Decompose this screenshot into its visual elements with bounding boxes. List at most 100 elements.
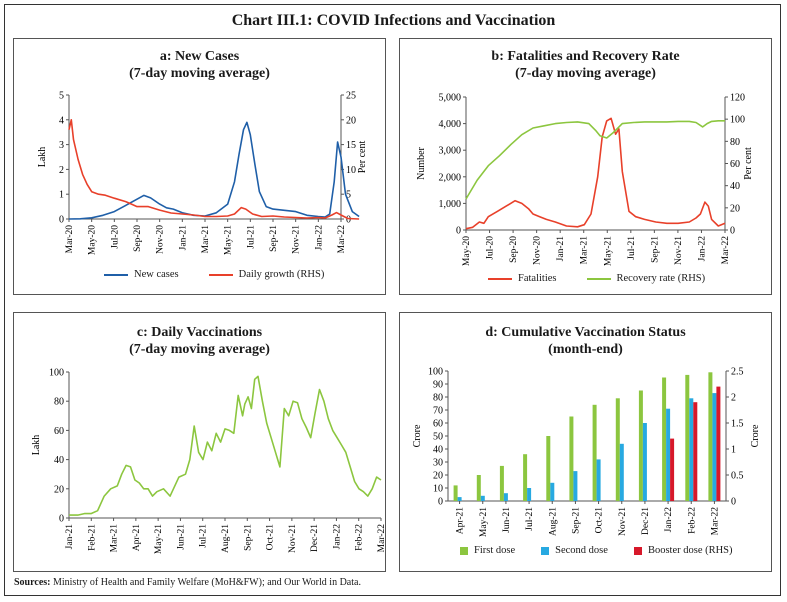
panel-b-x-tick-label: Sep-20 [509,236,519,263]
panel-a-x-tick-label: Sep-21 [269,225,279,252]
panel-a-title-line2: (7-day moving average) [129,66,270,81]
panel-b-y-tick-label: 4,000 [439,119,462,130]
panel-d-bar-2 [716,386,721,501]
panel-b-y-tick-label: 0 [456,226,461,237]
panel-a-x-tick-label: Nov-20 [156,225,166,254]
panel-c-y-tick-label: 80 [54,397,64,408]
panel-a-y-tick-label: 3 [59,140,64,151]
panel-d-x-tick-label: Jun-21 [502,507,512,533]
panel-d-y-tick-label: 50 [433,432,443,443]
panel-d-x-tick-label: Nov-21 [618,507,628,536]
panel-c-title-line1: c: Daily Vaccinations [136,325,263,340]
panel-a-y2-tick-label: 25 [346,91,356,102]
panel-c-x-tick-label: Feb-21 [87,524,97,551]
panel-d-y2-tick-label: 0.5 [731,471,744,482]
panel-c-x-tick-label: Jun-21 [176,524,186,550]
panel-d-bar-0 [708,372,713,501]
panel-b-y2-tick-label: 80 [730,137,740,148]
panel-b-x-tick-label: May-21 [603,236,613,266]
panel-d-y2-tick-label: 2.5 [731,367,744,378]
panel-a-x-tick-label: Jul-21 [246,225,256,249]
sources-text: Ministry of Health and Family Welfare (M… [50,577,361,588]
panel-d-bar-1 [573,471,578,501]
legend-swatch-new-cases [104,273,128,276]
panel-b-y2-tick-label: 40 [730,181,740,192]
panel-a-y-tick-label: 5 [59,91,64,102]
panel-d-title: d: Cumulative Vaccination Status (month-… [400,324,771,358]
panel-d-bar-0 [615,398,620,501]
panel-c-x-tick-label: Mar-22 [377,524,387,553]
panel-b-x-tick-label: Mar-22 [721,236,731,265]
panel-d-y-tick-label: 90 [433,380,443,391]
panel-b-x-tick-label: Mar-21 [580,236,590,265]
panel-a-series-1-line [68,119,360,220]
panel-b-y-tick-label: 5,000 [439,93,462,104]
panel-d-x-tick-label: Sep-21 [571,507,581,534]
panel-d-bar-1 [712,393,717,501]
panel-d-bar-1 [457,497,462,501]
panel-d-bar-0 [662,377,667,501]
panel-c-y-tick-label: 0 [59,514,64,525]
panel-c-y-tick-label: 60 [54,426,64,437]
legend-label-daily-growth: Daily growth (RHS) [238,269,325,280]
panel-a-plot: 0 1 2 3 4 5 0 5 10 15 20 25 Lakh Per cent Mar-20 May-20… [37,91,368,256]
panel-c-y-axis-label: Lakh [31,435,42,456]
panel-b-x-tick-label: Nov-20 [533,236,543,265]
panel-d-x-tick-label: Aug-21 [548,507,558,536]
legend-swatch-daily-growth [208,273,233,276]
panel-d-x-tick-label: Dec-21 [641,507,651,535]
panel-b-y2-tick-label: 120 [730,93,745,104]
legend-swatch-first-dose [460,546,468,555]
panel-d-bar-1 [642,423,647,501]
panel-c-x-tick-label: Jul-21 [199,524,209,548]
panel-d-bar-2 [670,438,675,501]
panel-d-bar-2 [693,402,698,501]
sources-note: Sources: Ministry of Health and Family W… [14,577,361,588]
panel-b-y2-axis-label: Per cent [743,147,754,180]
panel-b-y2-tick-label: 20 [730,203,740,214]
panel-c: c: Daily Vaccinations (7-day moving aver… [13,312,387,572]
legend-label-second-dose: Second dose [555,545,608,556]
panel-d-y-tick-label: 30 [433,458,443,469]
panel-a-series-0-line [68,121,360,220]
panel-d-bar-1 [480,495,485,501]
panel-d-bar-1 [596,459,601,501]
panel-c-series-0-line [69,375,382,516]
legend-label-fatalities: Fatalities [518,273,557,284]
panel-d-title-line2: (month-end) [548,342,623,357]
panel-d-x-tick-label: May-21 [479,507,489,537]
panel-a-y2-tick-label: 0 [346,215,351,226]
panel-b-y2-tick-label: 60 [730,159,740,170]
chart-frame [4,4,781,596]
panel-d-y2-tick-label: 0 [731,497,736,508]
panel-a-y-tick-label: 1 [59,190,64,201]
panel-b-y-tick-label: 1,000 [439,199,462,210]
panel-a-y2-tick-label: 20 [346,115,356,126]
panel-d-bar-1 [550,482,555,501]
panel-d-x-tick-label: Jan-22 [664,507,674,533]
panel-d-bar-1 [666,408,671,501]
panel-d-x-tick-label: Oct-21 [595,507,605,534]
panel-c-x-tick-label: Jan-22 [332,524,342,550]
panel-c-x-tick-label: May-21 [154,524,164,554]
panel-d-x-tick-label: Apr-21 [456,507,466,534]
panel-b-x-tick-label: Nov-21 [674,236,684,265]
panel-d-bar-0 [523,454,528,501]
panel-d-y-tick-label: 70 [433,406,443,417]
panel-b-x-tick-label: May-20 [462,236,472,266]
panel-d-y-tick-label: 10 [433,484,443,495]
panel-d-y2-tick-label: 1.5 [731,419,744,430]
panel-d-legend: First dose Second dose Booster dose (RHS… [460,545,733,556]
panel-d-bar-1 [527,488,532,501]
panel-b-x-tick-label: Jul-20 [486,236,496,260]
panel-c-title: c: Daily Vaccinations (7-day moving aver… [14,324,385,358]
legend-swatch-recovery-rate [586,277,611,280]
panel-d-bar-0 [499,465,504,501]
panel-d-y-tick-label: 60 [433,419,443,430]
panel-c-x-tick-label: Aug-21 [221,524,231,553]
panel-d-bar-1 [619,443,624,501]
panel-a-y-tick-label: 2 [59,165,64,176]
legend-label-recovery-rate: Recovery rate (RHS) [616,273,706,284]
panel-c-x-tick-label: Dec-21 [310,524,320,552]
panel-c-x-tick-label: Oct-21 [266,524,276,551]
